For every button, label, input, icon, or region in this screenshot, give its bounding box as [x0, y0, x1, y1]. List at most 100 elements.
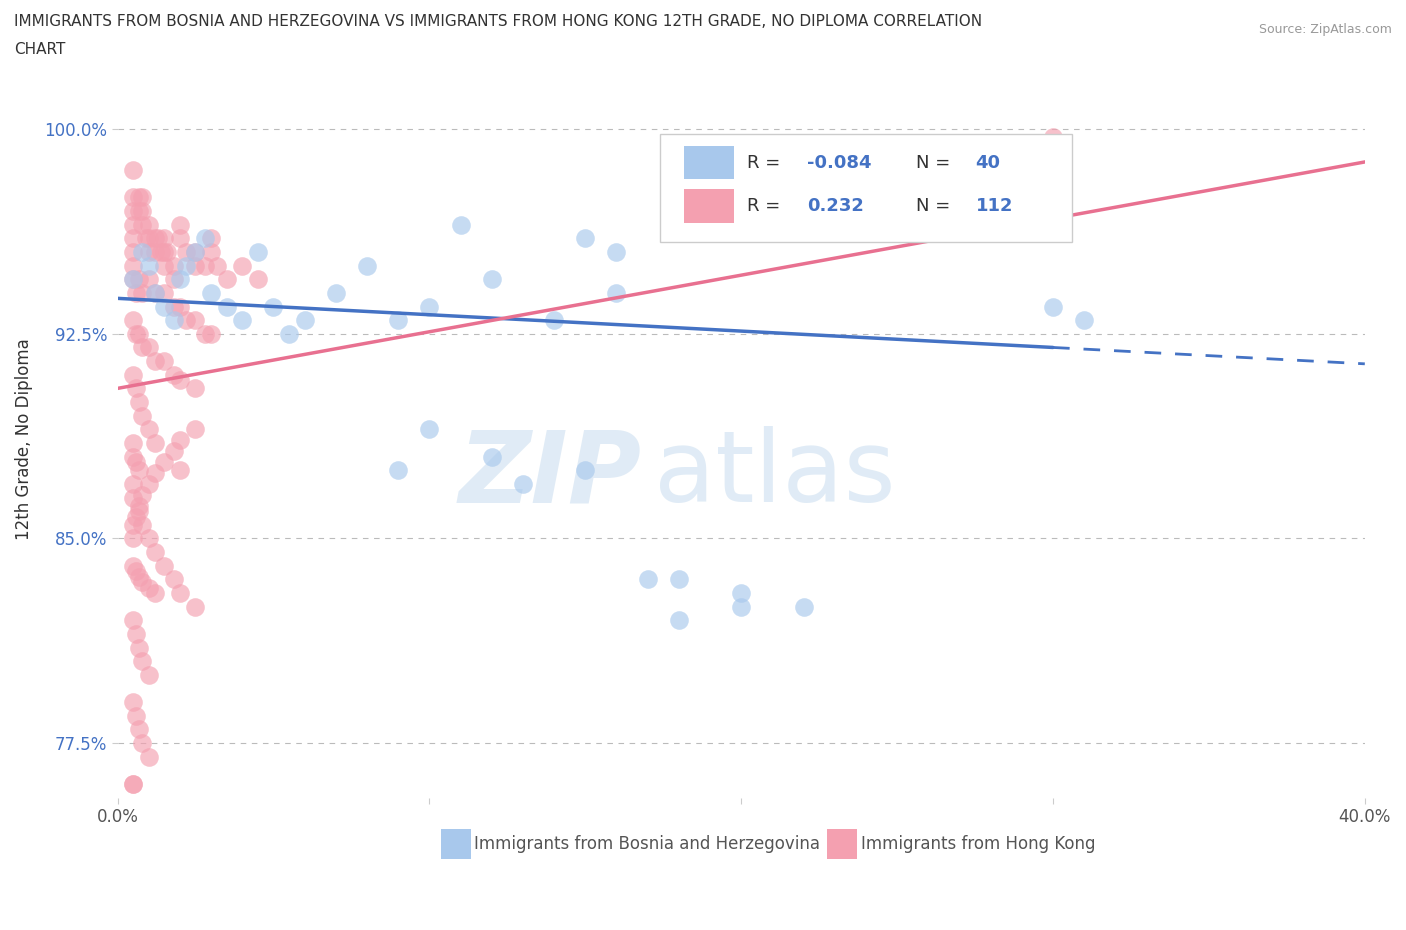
- Point: [125, 286, 148, 300]
- Text: R =: R =: [748, 153, 786, 172]
- Point: [131, 190, 153, 205]
- Point: [131, 218, 153, 232]
- Point: [207, 259, 229, 273]
- Point: [138, 218, 160, 232]
- Point: [131, 204, 153, 219]
- Point: [138, 340, 160, 355]
- Point: [262, 299, 284, 314]
- Point: [122, 476, 145, 491]
- Point: [128, 272, 150, 286]
- Point: [450, 218, 472, 232]
- Point: [138, 750, 160, 764]
- Point: [169, 373, 191, 388]
- Point: [194, 231, 217, 246]
- Point: [143, 286, 166, 300]
- Point: [169, 272, 191, 286]
- Point: [122, 312, 145, 327]
- Point: [246, 245, 269, 259]
- Point: [163, 312, 186, 327]
- Point: [730, 599, 752, 614]
- Point: [174, 259, 197, 273]
- Point: [138, 259, 160, 273]
- Point: [122, 777, 145, 791]
- FancyBboxPatch shape: [827, 830, 858, 859]
- Point: [135, 231, 157, 246]
- Point: [163, 367, 186, 382]
- Point: [122, 272, 145, 286]
- Y-axis label: 12th Grade, No Diploma: 12th Grade, No Diploma: [15, 338, 32, 539]
- Text: N =: N =: [915, 153, 956, 172]
- Text: -0.084: -0.084: [807, 153, 872, 172]
- Point: [125, 455, 148, 470]
- Point: [131, 736, 153, 751]
- Point: [131, 517, 153, 532]
- Point: [246, 272, 269, 286]
- Point: [128, 498, 150, 513]
- Point: [605, 286, 627, 300]
- Point: [163, 259, 186, 273]
- Point: [231, 259, 253, 273]
- Point: [184, 381, 207, 396]
- FancyBboxPatch shape: [683, 146, 734, 179]
- Point: [153, 353, 176, 368]
- Point: [1073, 312, 1095, 327]
- Point: [153, 245, 176, 259]
- Point: [131, 245, 153, 259]
- FancyBboxPatch shape: [659, 134, 1071, 242]
- Point: [122, 449, 145, 464]
- Point: [200, 286, 222, 300]
- Point: [128, 204, 150, 219]
- Point: [122, 259, 145, 273]
- Point: [215, 272, 238, 286]
- Point: [174, 245, 197, 259]
- Point: [125, 381, 148, 396]
- Point: [125, 326, 148, 341]
- Point: [169, 231, 191, 246]
- Point: [668, 572, 690, 587]
- Text: atlas: atlas: [654, 426, 896, 524]
- Point: [122, 231, 145, 246]
- Text: 40: 40: [976, 153, 1001, 172]
- Point: [184, 312, 207, 327]
- Text: IMMIGRANTS FROM BOSNIA AND HERZEGOVINA VS IMMIGRANTS FROM HONG KONG 12TH GRADE, : IMMIGRANTS FROM BOSNIA AND HERZEGOVINA V…: [14, 14, 983, 29]
- Point: [128, 394, 150, 409]
- Point: [138, 476, 160, 491]
- Point: [128, 190, 150, 205]
- Point: [128, 463, 150, 478]
- Point: [163, 444, 186, 458]
- Point: [128, 326, 150, 341]
- Point: [294, 312, 316, 327]
- Point: [138, 272, 160, 286]
- Point: [143, 545, 166, 560]
- Point: [512, 476, 534, 491]
- Point: [153, 558, 176, 573]
- Point: [174, 312, 197, 327]
- Point: [131, 286, 153, 300]
- Point: [122, 163, 145, 178]
- FancyBboxPatch shape: [683, 189, 734, 222]
- Point: [1042, 299, 1064, 314]
- Text: R =: R =: [748, 196, 786, 215]
- Point: [143, 435, 166, 450]
- Point: [128, 504, 150, 519]
- Point: [163, 272, 186, 286]
- Point: [143, 286, 166, 300]
- Point: [605, 245, 627, 259]
- Point: [150, 245, 173, 259]
- Point: [122, 435, 145, 450]
- Point: [128, 569, 150, 584]
- Point: [143, 466, 166, 481]
- Point: [138, 231, 160, 246]
- Point: [122, 531, 145, 546]
- Point: [574, 463, 596, 478]
- Point: [481, 449, 503, 464]
- Point: [163, 572, 186, 587]
- Point: [668, 613, 690, 628]
- Point: [574, 231, 596, 246]
- Point: [169, 463, 191, 478]
- Point: [200, 326, 222, 341]
- Point: [184, 245, 207, 259]
- Point: [184, 259, 207, 273]
- Point: [122, 190, 145, 205]
- Point: [387, 463, 409, 478]
